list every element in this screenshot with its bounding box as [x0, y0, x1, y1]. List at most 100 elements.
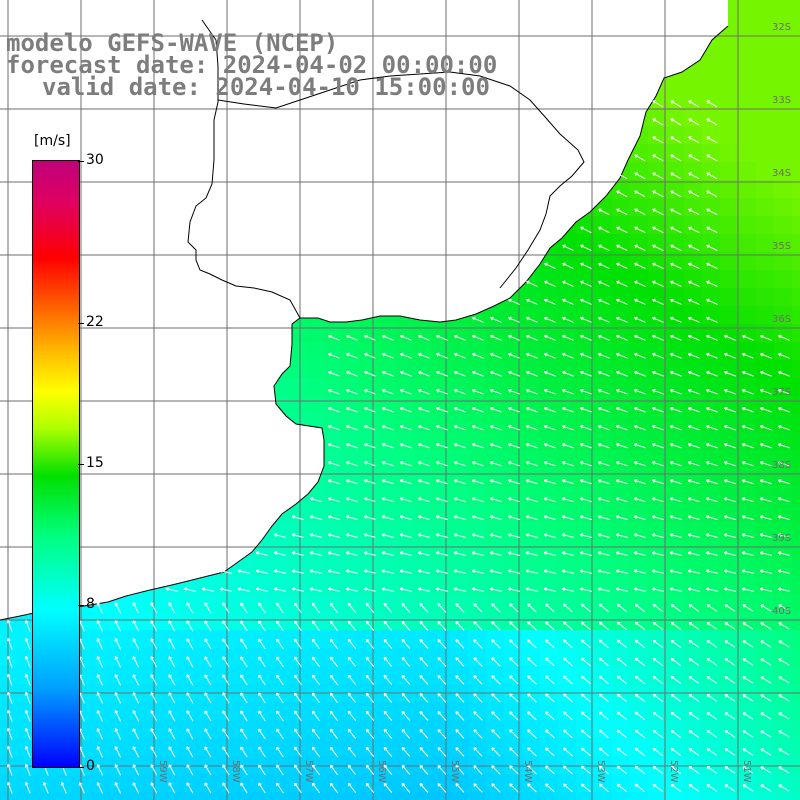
- field-cell: [378, 738, 396, 756]
- wind-arrow: [688, 226, 700, 234]
- field-cell: [594, 774, 612, 792]
- wind-arrow: [688, 352, 700, 359]
- field-cell: [450, 774, 468, 792]
- field-cell: [576, 234, 594, 252]
- field-cell: [378, 468, 396, 486]
- field-cell: [630, 432, 648, 450]
- wind-arrow: [435, 497, 448, 503]
- field-cell: [612, 360, 630, 378]
- wind-arrow: [399, 551, 412, 556]
- field-cell: [720, 378, 738, 396]
- field-cell: [666, 486, 684, 504]
- wind-arrow: [491, 603, 501, 613]
- wind-arrow: [132, 674, 140, 686]
- wind-arrow: [724, 658, 736, 666]
- field-cell: [792, 432, 800, 450]
- field-cell: [540, 306, 558, 324]
- field-cell: [792, 198, 800, 216]
- field-cell: [612, 270, 630, 288]
- field-cell: [540, 378, 558, 396]
- latitude-label: 40S: [772, 606, 791, 617]
- field-cell: [576, 792, 594, 800]
- wind-arrow: [598, 675, 609, 685]
- field-cell: [486, 792, 504, 800]
- wind-arrow: [294, 638, 302, 650]
- field-cell: [414, 738, 432, 756]
- wind-arrow: [455, 765, 465, 775]
- field-cell: [702, 198, 720, 216]
- field-cell: [648, 522, 666, 540]
- field-cell: [450, 504, 468, 522]
- field-cell: [666, 630, 684, 648]
- wind-arrow: [741, 442, 754, 449]
- field-cell: [396, 450, 414, 468]
- wind-arrow: [760, 658, 772, 666]
- field-cell: [540, 630, 558, 648]
- wind-arrow: [291, 515, 304, 521]
- wind-arrow: [742, 640, 754, 648]
- field-cell: [774, 0, 792, 18]
- wind-arrow: [670, 316, 682, 323]
- wind-arrow: [399, 424, 412, 431]
- field-cell: [720, 162, 738, 180]
- field-cell: [486, 774, 504, 792]
- field-cell: [702, 234, 720, 252]
- field-cell: [396, 666, 414, 684]
- wind-arrow: [186, 728, 194, 740]
- field-cell: [792, 90, 800, 108]
- wind-arrow: [96, 782, 103, 794]
- field-cell: [684, 774, 702, 792]
- wind-arrow: [419, 621, 429, 631]
- field-cell: [342, 450, 360, 468]
- field-cell: [756, 216, 774, 234]
- field-cell: [612, 774, 630, 792]
- field-cell: [666, 216, 684, 234]
- field-cell: [630, 594, 648, 612]
- field-cell: [504, 630, 522, 648]
- wind-arrows: [6, 100, 790, 794]
- field-cell: [378, 324, 396, 342]
- wind-arrow: [545, 675, 555, 685]
- field-cell: [306, 648, 324, 666]
- field-cell: [522, 666, 540, 684]
- field-cell: [792, 144, 800, 162]
- field-cell: [558, 450, 576, 468]
- field-cell: [666, 252, 684, 270]
- field-cell: [774, 288, 792, 306]
- wind-arrow: [311, 620, 320, 632]
- field-cell: [360, 666, 378, 684]
- field-cell: [612, 306, 630, 324]
- wind-arrow: [435, 406, 448, 413]
- field-cell: [324, 432, 342, 450]
- field-cell: [270, 648, 288, 666]
- field-cell: [450, 612, 468, 630]
- field-cell: [414, 414, 432, 432]
- field-cell: [540, 396, 558, 414]
- field-cell: [666, 666, 684, 684]
- field-cell: [576, 612, 594, 630]
- field-cell: [666, 90, 684, 108]
- wind-arrow: [598, 316, 610, 323]
- field-cell: [774, 144, 792, 162]
- wind-arrow: [489, 497, 502, 503]
- wind-arrow: [435, 479, 448, 485]
- wind-arrow: [778, 784, 790, 792]
- field-cell: [144, 792, 162, 800]
- wind-arrow: [561, 497, 574, 503]
- field-cell: [234, 648, 252, 666]
- field-cell: [684, 756, 702, 774]
- field-cell: [396, 648, 414, 666]
- wind-arrow: [327, 479, 340, 485]
- wind-arrow: [363, 442, 376, 449]
- wind-arrow: [294, 764, 302, 776]
- wind-arrow: [723, 479, 736, 485]
- field-cell: [180, 594, 198, 612]
- wind-arrow: [634, 711, 646, 721]
- field-cell: [684, 486, 702, 504]
- field-cell: [504, 702, 522, 720]
- wind-arrow: [455, 603, 465, 613]
- field-cell: [792, 792, 800, 800]
- wind-arrow: [545, 747, 555, 757]
- field-cell: [486, 324, 504, 342]
- wind-arrow: [436, 370, 448, 377]
